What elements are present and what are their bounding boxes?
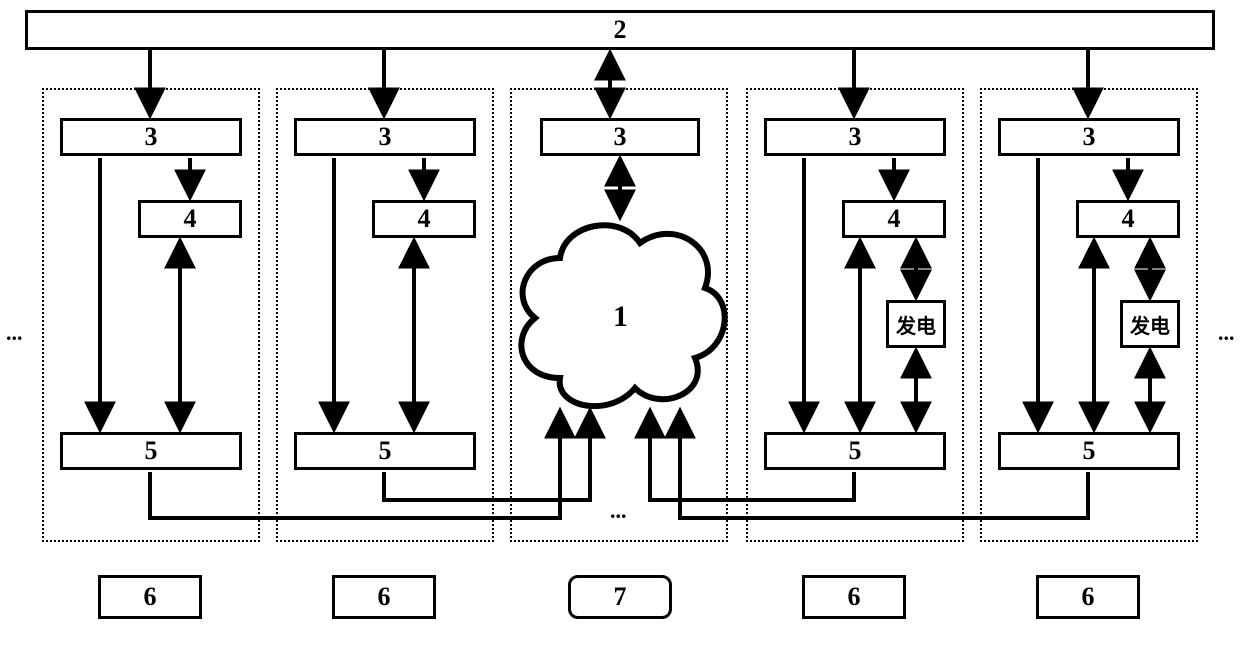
block-2-label: 2	[614, 15, 627, 45]
block-4-label: 4	[1122, 204, 1135, 234]
block-5-col5: 5	[998, 432, 1180, 470]
block-5-col4: 5	[764, 432, 946, 470]
ellipsis-right: ...	[1218, 320, 1235, 346]
ellipsis-center: ...	[610, 498, 627, 524]
block-6-col5: 6	[1036, 575, 1140, 619]
cloud-label: 1	[613, 300, 628, 334]
block-6-label: 6	[1082, 582, 1095, 612]
block-3-label: 3	[145, 122, 158, 152]
block-6-col2: 6	[332, 575, 436, 619]
block-5-label: 5	[379, 436, 392, 466]
block-6-col4: 6	[802, 575, 906, 619]
gen-block-col5: 发电	[1120, 300, 1180, 348]
block-5-col1: 5	[60, 432, 242, 470]
block-3-col5: 3	[998, 118, 1180, 156]
block-3-center: 3	[540, 118, 700, 156]
block-4-label: 4	[184, 204, 197, 234]
block-5-col2: 5	[294, 432, 476, 470]
block-4-col1: 4	[138, 200, 242, 238]
block-7: 7	[568, 575, 672, 619]
block-4-col2: 4	[372, 200, 476, 238]
gen-block-col4: 发电	[886, 300, 946, 348]
block-5-label: 5	[1083, 436, 1096, 466]
block-6-label: 6	[848, 582, 861, 612]
module-2-outline	[276, 88, 494, 542]
block-3-col4: 3	[764, 118, 946, 156]
block-5-label: 5	[849, 436, 862, 466]
block-6-col1: 6	[98, 575, 202, 619]
block-5-label: 5	[145, 436, 158, 466]
block-3-label: 3	[614, 122, 627, 152]
block-6-label: 6	[144, 582, 157, 612]
module-1-outline	[42, 88, 260, 542]
diagram-canvas: 2 ... ... 3 4 5 6 3 4 5 6 3 1 ... 7 3 4 …	[0, 0, 1240, 655]
gen-label: 发电	[896, 310, 936, 339]
gen-label: 发电	[1130, 310, 1170, 339]
block-3-col1: 3	[60, 118, 242, 156]
ellipsis-left: ...	[6, 320, 23, 346]
block-4-col5: 4	[1076, 200, 1180, 238]
block-3-label: 3	[1083, 122, 1096, 152]
block-3-label: 3	[379, 122, 392, 152]
block-6-label: 6	[378, 582, 391, 612]
block-2: 2	[25, 10, 1215, 50]
block-3-label: 3	[849, 122, 862, 152]
block-7-label: 7	[614, 582, 627, 612]
block-4-label: 4	[888, 204, 901, 234]
block-3-col2: 3	[294, 118, 476, 156]
block-4-col4: 4	[842, 200, 946, 238]
block-4-label: 4	[418, 204, 431, 234]
